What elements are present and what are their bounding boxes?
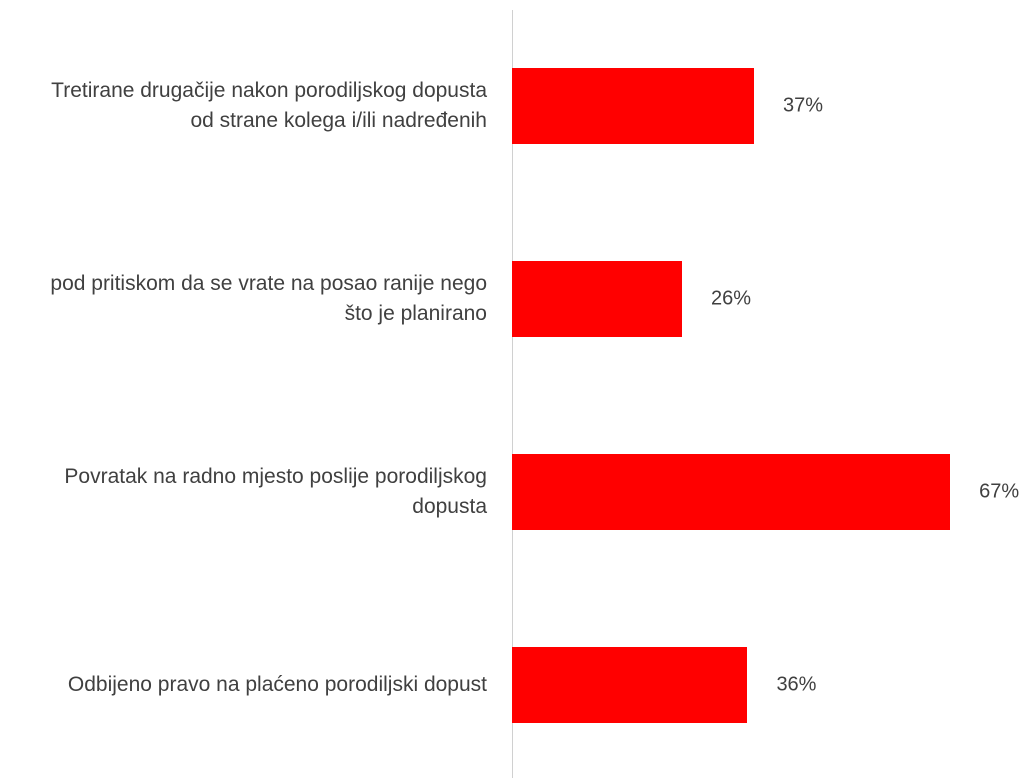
bar bbox=[512, 454, 951, 530]
category-label: pod pritiskom da se vrate na posao ranij… bbox=[50, 272, 487, 325]
value-label: 36% bbox=[776, 673, 817, 696]
category-label: Odbijeno pravo na plaćeno porodiljski do… bbox=[67, 673, 487, 696]
value-label: 26% bbox=[711, 287, 752, 310]
category-label: Tretirane drugačije nakon porodiljskog d… bbox=[51, 79, 487, 132]
value-label: 37% bbox=[782, 94, 823, 117]
category-axis bbox=[512, 10, 513, 778]
value-label: 67% bbox=[979, 480, 1020, 503]
bar bbox=[512, 68, 754, 144]
bar bbox=[512, 261, 683, 337]
bar bbox=[512, 647, 748, 723]
category-label: Povratak na radno mjesto poslije porodil… bbox=[64, 465, 487, 518]
